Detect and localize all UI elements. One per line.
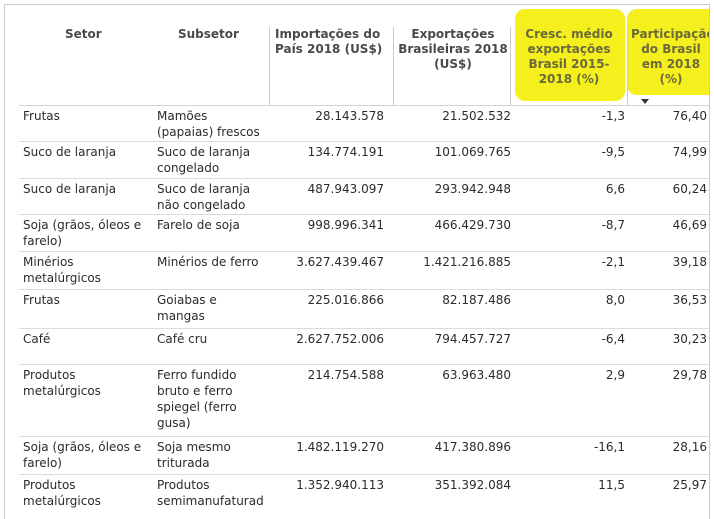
cell-importacoes: 214.754.588: [307, 368, 384, 382]
header-setor[interactable]: Setor: [65, 27, 102, 41]
cell-subsetor: Soja mesmo triturada: [157, 440, 231, 470]
cell-participacao: 46,69: [672, 218, 707, 232]
cell-subsetor: Farelo de soja: [157, 218, 240, 232]
table-row: Café Café cru 2.627.752.006 794.457.727 …: [19, 329, 709, 365]
cell-setor: Produtos metalúrgicos: [23, 478, 101, 508]
table-row: Soja (grãos, óleos e farelo) Farelo de s…: [19, 215, 709, 252]
header-participacao[interactable]: Participação do Brasil em 2018 (%): [631, 27, 710, 86]
cell-exportacoes: 1.421.216.885: [423, 255, 511, 269]
cell-setor: Frutas: [23, 109, 60, 123]
cell-setor: Soja (grãos, óleos e farelo): [23, 440, 142, 470]
cell-crescimento: -8,7: [601, 218, 625, 232]
cell-setor: Minérios metalúrgicos: [23, 255, 101, 285]
cell-importacoes: 1.352.940.113: [296, 478, 384, 492]
highlight-crescimento-header: [515, 9, 625, 101]
cell-importacoes: 487.943.097: [307, 182, 384, 196]
cell-crescimento: 6,6: [605, 182, 625, 196]
highlight-participacao-header: [627, 9, 709, 95]
table-row: Frutas Mamões (papaias) frescos 28.143.5…: [19, 106, 709, 142]
cell-subsetor: Café cru: [157, 332, 208, 346]
cell-importacoes: 2.627.752.006: [296, 332, 384, 346]
cell-participacao: 29,78: [672, 368, 707, 382]
cell-crescimento: 11,5: [598, 478, 625, 492]
cell-setor: Suco de laranja: [23, 182, 117, 196]
cell-importacoes: 998.996.341: [307, 218, 384, 232]
cell-exportacoes: 21.502.532: [442, 109, 511, 123]
cell-exportacoes: 63.963.480: [442, 368, 511, 382]
column-separator: [269, 27, 270, 105]
table-row: Produtos metalúrgicos Ferro fundido brut…: [19, 365, 709, 437]
header-exportacoes[interactable]: Exportações Brasileiras 2018 (US$): [398, 27, 508, 71]
cell-importacoes: 225.016.866: [307, 293, 384, 307]
table-row: Suco de laranja Suco de laranja não cong…: [19, 179, 709, 215]
cell-crescimento: -1,3: [601, 109, 625, 123]
cell-crescimento: -6,4: [601, 332, 625, 346]
cell-subsetor: Produtos semimanufaturad: [157, 478, 264, 508]
cell-participacao: 36,53: [672, 293, 707, 307]
cell-crescimento: -16,1: [593, 440, 625, 454]
table-row: Minérios metalúrgicos Minérios de ferro …: [19, 252, 709, 290]
header-divider: [19, 105, 709, 106]
cell-crescimento: 2,9: [605, 368, 625, 382]
table-row: Suco de laranja Suco de laranja congelad…: [19, 142, 709, 179]
cell-exportacoes: 466.429.730: [434, 218, 511, 232]
cell-exportacoes: 82.187.486: [442, 293, 511, 307]
cell-exportacoes: 293.942.948: [434, 182, 511, 196]
cell-participacao: 60,24: [672, 182, 707, 196]
data-table-visual: Setor Subsetor Importações do País 2018 …: [4, 4, 710, 519]
column-separator: [627, 27, 628, 105]
cell-subsetor: Minérios de ferro: [157, 255, 259, 269]
cell-subsetor: Suco de laranja não congelado: [157, 182, 251, 212]
header-importacoes[interactable]: Importações do País 2018 (US$): [275, 27, 383, 56]
column-separator: [510, 27, 511, 105]
cell-crescimento: -2,1: [601, 255, 625, 269]
column-separator: [393, 27, 394, 105]
cell-exportacoes: 101.069.765: [434, 145, 511, 159]
cell-subsetor: Ferro fundido bruto e ferro spiegel (fer…: [157, 368, 237, 430]
cell-participacao: 76,40: [672, 109, 707, 123]
cell-subsetor: Goiabas e mangas: [157, 293, 217, 323]
cell-crescimento: -9,5: [601, 145, 625, 159]
cell-importacoes: 28.143.578: [315, 109, 384, 123]
cell-setor: Café: [23, 332, 51, 346]
cell-participacao: 28,16: [672, 440, 707, 454]
cell-crescimento: 8,0: [605, 293, 625, 307]
cell-setor: Produtos metalúrgicos: [23, 368, 101, 398]
cell-setor: Suco de laranja: [23, 145, 117, 159]
cell-participacao: 30,23: [672, 332, 707, 346]
header-crescimento[interactable]: Cresc. médio exportações Brasil 2015-201…: [525, 27, 613, 86]
table-row: Frutas Goiabas e mangas 225.016.866 82.1…: [19, 290, 709, 329]
cell-exportacoes: 417.380.896: [434, 440, 511, 454]
sort-descending-caret-icon[interactable]: [641, 99, 649, 104]
cell-exportacoes: 794.457.727: [434, 332, 511, 346]
table-row: Produtos metalúrgicos Produtos semimanuf…: [19, 475, 709, 519]
cell-participacao: 74,99: [672, 145, 707, 159]
cell-participacao: 25,97: [672, 478, 707, 492]
header-subsetor[interactable]: Subsetor: [178, 27, 239, 41]
cell-setor: Frutas: [23, 293, 60, 307]
cell-subsetor: Suco de laranja congelado: [157, 145, 251, 175]
cell-importacoes: 1.482.119.270: [296, 440, 384, 454]
cell-importacoes: 3.627.439.467: [296, 255, 384, 269]
cell-participacao: 39,18: [672, 255, 707, 269]
cell-subsetor: Mamões (papaias) frescos: [157, 109, 260, 139]
cell-exportacoes: 351.392.084: [434, 478, 511, 492]
cell-importacoes: 134.774.191: [307, 145, 384, 159]
cell-setor: Soja (grãos, óleos e farelo): [23, 218, 142, 248]
table-row: Soja (grãos, óleos e farelo) Soja mesmo …: [19, 437, 709, 475]
